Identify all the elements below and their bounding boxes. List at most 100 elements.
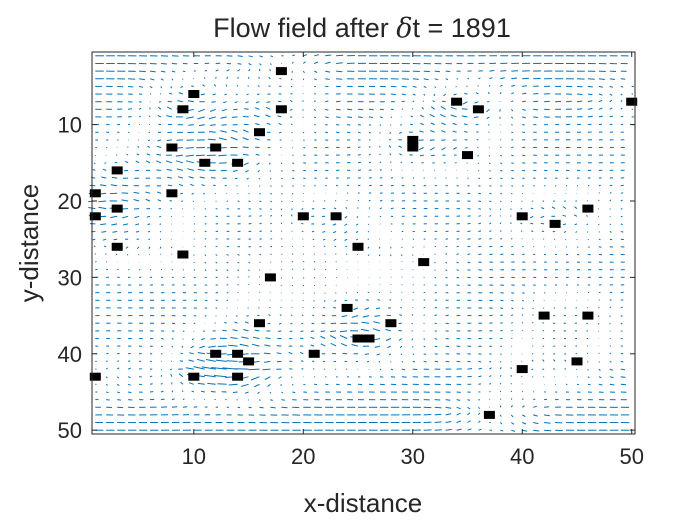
- flow-arrow: [609, 99, 613, 103]
- flow-arrow: [177, 176, 184, 179]
- flow-arrow: [445, 78, 449, 81]
- flow-arrow: [609, 383, 615, 386]
- flow-arrow: [117, 391, 121, 394]
- flow-arrow: [453, 93, 457, 96]
- flow-arrow: [609, 238, 613, 241]
- flow-arrow: [278, 322, 282, 325]
- flow-arrow: [207, 138, 216, 141]
- flow-arrow: [248, 208, 252, 210]
- flow-arrow: [215, 315, 217, 317]
- flow-arrow: [203, 192, 206, 195]
- flow-arrow: [477, 85, 479, 87]
- flow-arrow: [156, 153, 162, 156]
- y-tick-label: 50: [58, 418, 82, 443]
- flow-arrow: [226, 69, 230, 72]
- flow-arrow: [110, 184, 118, 187]
- flow-arrow: [522, 422, 527, 425]
- flow-arrow: [533, 398, 536, 401]
- flow-arrow: [434, 269, 436, 271]
- obstacle-cell: [232, 349, 244, 358]
- flow-arrow: [122, 223, 129, 226]
- flow-arrow: [146, 153, 151, 156]
- flow-arrow: [430, 106, 436, 110]
- flow-arrow: [467, 261, 471, 264]
- flow-arrow: [237, 269, 240, 272]
- flow-arrow: [533, 422, 539, 425]
- flow-arrow: [467, 399, 471, 401]
- obstacle-cell: [177, 105, 189, 114]
- flow-arrow: [262, 368, 271, 371]
- flow-arrow: [334, 299, 337, 302]
- flow-arrow: [250, 376, 260, 381]
- flow-arrow: [574, 206, 578, 209]
- flow-arrow: [423, 345, 426, 348]
- obstacle-cell: [111, 204, 123, 213]
- flow-arrow: [576, 100, 583, 103]
- flow-arrow: [456, 276, 460, 279]
- flow-arrow: [93, 245, 96, 248]
- flow-arrow: [511, 100, 514, 103]
- flow-arrow: [171, 70, 176, 73]
- flow-arrow: [182, 70, 186, 73]
- flow-arrow: [193, 261, 195, 264]
- flow-arrow: [259, 399, 261, 401]
- flow-arrow: [270, 208, 273, 211]
- flow-arrow: [401, 93, 406, 96]
- obstacle-cell: [571, 357, 583, 366]
- flow-arrow: [541, 207, 545, 210]
- flow-arrow: [597, 322, 600, 325]
- flow-arrow: [445, 269, 448, 272]
- flow-arrow: [243, 162, 249, 166]
- flow-arrow: [420, 122, 424, 126]
- flow-arrow: [522, 108, 526, 111]
- obstacle-cell: [516, 365, 528, 374]
- flow-arrow: [412, 291, 414, 294]
- flow-arrow: [324, 284, 327, 286]
- flow-arrow: [204, 245, 207, 248]
- obstacle-cell: [582, 204, 594, 213]
- flow-arrow: [478, 222, 482, 225]
- flow-arrow: [587, 376, 590, 379]
- flow-arrow: [277, 115, 282, 118]
- flow-arrow: [157, 114, 162, 118]
- flow-arrow: [292, 185, 294, 187]
- flow-arrow: [609, 376, 614, 379]
- flow-arrow: [291, 260, 294, 263]
- flow-arrow: [329, 335, 337, 339]
- flow-arrow: [280, 306, 282, 309]
- flow-arrow: [609, 115, 614, 118]
- flow-arrow: [551, 206, 556, 210]
- flow-arrow: [499, 116, 501, 119]
- flow-arrow: [597, 208, 600, 210]
- flow-arrow: [171, 390, 174, 393]
- flow-arrow: [313, 284, 316, 287]
- flow-arrow: [368, 207, 371, 209]
- flow-arrow: [214, 192, 216, 195]
- flow-arrow: [521, 414, 526, 417]
- flow-arrow: [357, 146, 361, 148]
- flow-arrow: [201, 390, 205, 393]
- flow-arrow: [389, 131, 392, 135]
- flow-arrow: [598, 330, 600, 332]
- flow-arrow: [166, 115, 173, 118]
- flow-arrow: [281, 170, 283, 172]
- flow-arrow: [450, 106, 457, 110]
- flow-arrow: [292, 162, 295, 164]
- flow-arrow: [244, 321, 249, 324]
- flow-arrow: [500, 177, 503, 180]
- flow-arrow: [499, 208, 502, 211]
- flow-arrow: [478, 200, 482, 202]
- flow-arrow: [374, 315, 380, 317]
- flow-arrow: [609, 352, 612, 355]
- flow-arrow: [139, 368, 142, 370]
- flow-arrow: [598, 231, 600, 233]
- flow-arrow: [116, 383, 120, 387]
- flow-arrow: [248, 254, 251, 256]
- flow-arrow: [434, 70, 441, 73]
- flow-arrow: [412, 299, 414, 301]
- flow-arrow: [208, 345, 216, 348]
- flow-arrow: [587, 246, 590, 248]
- flow-arrow: [160, 374, 163, 377]
- flow-arrow: [270, 222, 273, 225]
- flow-arrow: [400, 306, 402, 309]
